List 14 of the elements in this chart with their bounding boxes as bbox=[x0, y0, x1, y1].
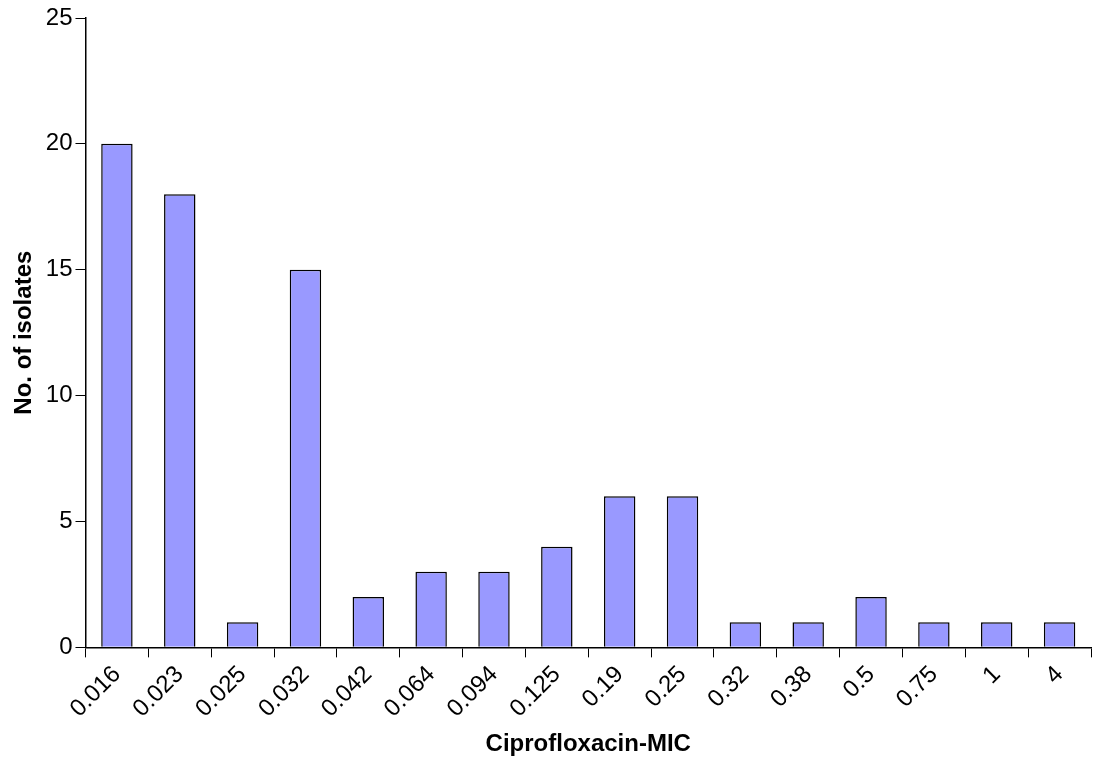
y-tick-label: 5 bbox=[59, 506, 73, 534]
x-tick-label: 1 bbox=[976, 659, 1005, 689]
x-tick-label: 4 bbox=[1039, 659, 1068, 689]
y-tick-label: 25 bbox=[45, 2, 73, 30]
x-tick-label: 0.19 bbox=[575, 659, 628, 712]
y-tick-label: 0 bbox=[59, 631, 73, 659]
y-tick-label: 10 bbox=[45, 380, 73, 408]
x-axis-title: Ciprofloxacin-MIC bbox=[485, 729, 691, 757]
y-axis-title: No. of isolates bbox=[9, 250, 37, 415]
x-tick-label: 0.38 bbox=[764, 659, 817, 712]
y-tick-label: 20 bbox=[45, 128, 73, 156]
x-tick-label: 0.32 bbox=[701, 659, 754, 712]
x-tick-label: 0.5 bbox=[836, 659, 880, 703]
y-tick-label: 15 bbox=[45, 254, 73, 282]
